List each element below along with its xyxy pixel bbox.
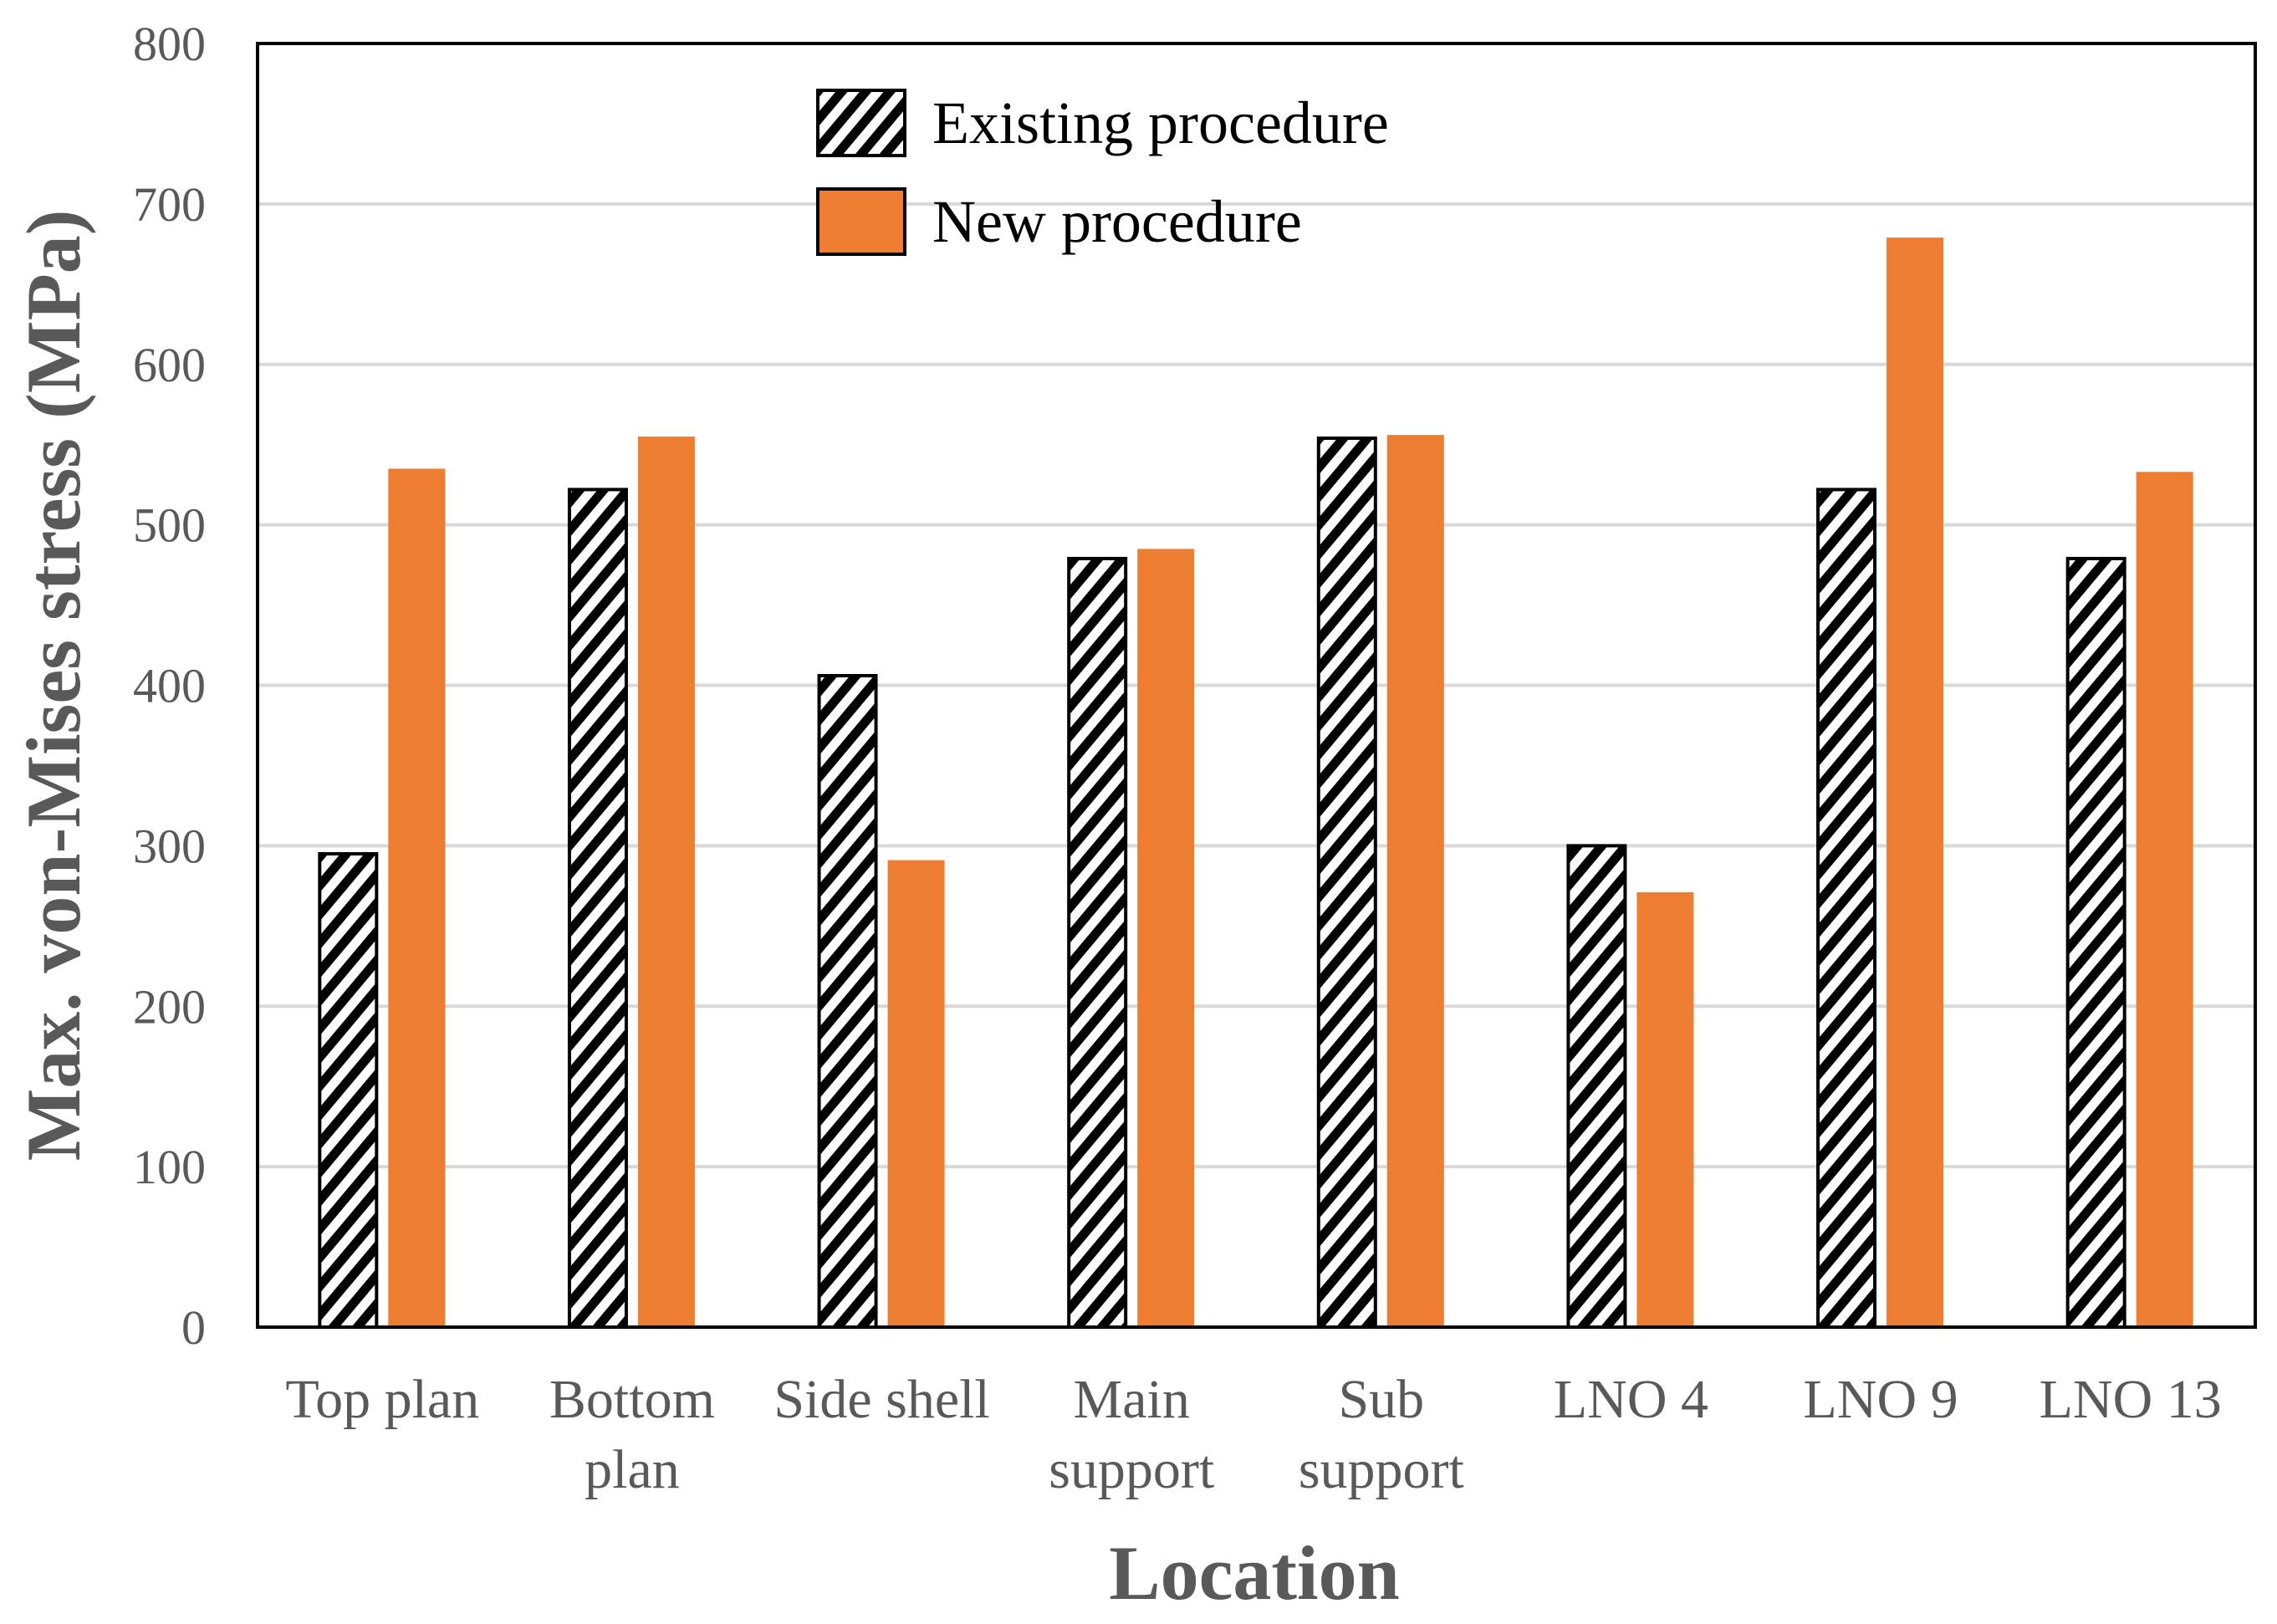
- bars: [318, 237, 2193, 1330]
- x-category-label-line: plan: [585, 1439, 680, 1500]
- x-category-label-line: support: [1299, 1439, 1464, 1500]
- legend-swatch-new: [816, 187, 906, 256]
- y-tick-label: 600: [133, 338, 206, 392]
- x-category-label: LNO 4: [1554, 1369, 1708, 1430]
- y-axis-ticks: 0 100 200 300 400 500 600 700 800: [133, 17, 206, 1355]
- x-category-label: Side shell: [773, 1369, 990, 1430]
- x-category-label-line: Top plan: [285, 1369, 479, 1430]
- x-category-label-line: Sub: [1338, 1369, 1424, 1430]
- x-category-label: LNO 9: [1803, 1369, 1958, 1430]
- x-category-label-line: LNO 4: [1554, 1369, 1708, 1430]
- x-category-label-line: Side shell: [773, 1369, 990, 1430]
- x-category-label: Bottom plan: [549, 1369, 715, 1500]
- bar-existing-procedure: [1316, 437, 1377, 1330]
- bar-new-procedure: [1137, 549, 1195, 1327]
- bar-existing-procedure: [817, 673, 878, 1329]
- bar-new-procedure: [2136, 472, 2193, 1327]
- y-axis-title: Max. von-Mises stress (MPa): [11, 210, 96, 1162]
- y-tick-label: 100: [133, 1140, 206, 1194]
- x-category-label-line: Bottom: [549, 1369, 715, 1430]
- bar-new-procedure: [1386, 435, 1444, 1327]
- y-tick-label: 700: [133, 177, 206, 232]
- bar-existing-procedure: [1067, 556, 1128, 1329]
- bar-new-procedure: [887, 860, 945, 1327]
- x-category-label-line: LNO 13: [2040, 1369, 2222, 1430]
- x-category-label-line: LNO 9: [1803, 1369, 1958, 1430]
- legend-label: Existing procedure: [932, 89, 1389, 156]
- x-category-label: Sub support: [1299, 1369, 1464, 1500]
- y-tick-label: 400: [133, 659, 206, 713]
- x-category-label: Top plan: [285, 1369, 479, 1430]
- bar-existing-procedure: [1816, 488, 1877, 1329]
- x-category-label: Main support: [1049, 1369, 1214, 1500]
- plot-area-frame: [256, 42, 2257, 1329]
- legend: Existing procedure New procedure: [816, 89, 1389, 256]
- bar-existing-procedure: [2065, 556, 2126, 1329]
- y-tick-label: 200: [133, 979, 206, 1034]
- x-category-label-line: support: [1049, 1439, 1214, 1500]
- y-tick-label: 500: [133, 498, 206, 553]
- bar-existing-procedure: [1566, 844, 1627, 1329]
- gridlines: [258, 202, 2255, 1169]
- y-tick-label: 800: [133, 17, 206, 71]
- y-tick-label: 300: [133, 819, 206, 873]
- x-axis-title: Location: [1109, 1530, 1400, 1616]
- bar-existing-procedure: [567, 488, 628, 1329]
- bar-new-procedure: [388, 468, 446, 1327]
- bar-new-procedure: [1636, 892, 1694, 1327]
- bar-existing-procedure: [318, 851, 379, 1329]
- x-category-label-line: Main: [1074, 1369, 1190, 1430]
- y-tick-label: 0: [181, 1300, 206, 1355]
- x-category-label: LNO 13: [2040, 1369, 2222, 1430]
- legend-label: New procedure: [932, 188, 1302, 255]
- bar-new-procedure: [637, 437, 695, 1327]
- bar-new-procedure: [1886, 237, 1944, 1328]
- legend-swatch-existing: [816, 89, 906, 157]
